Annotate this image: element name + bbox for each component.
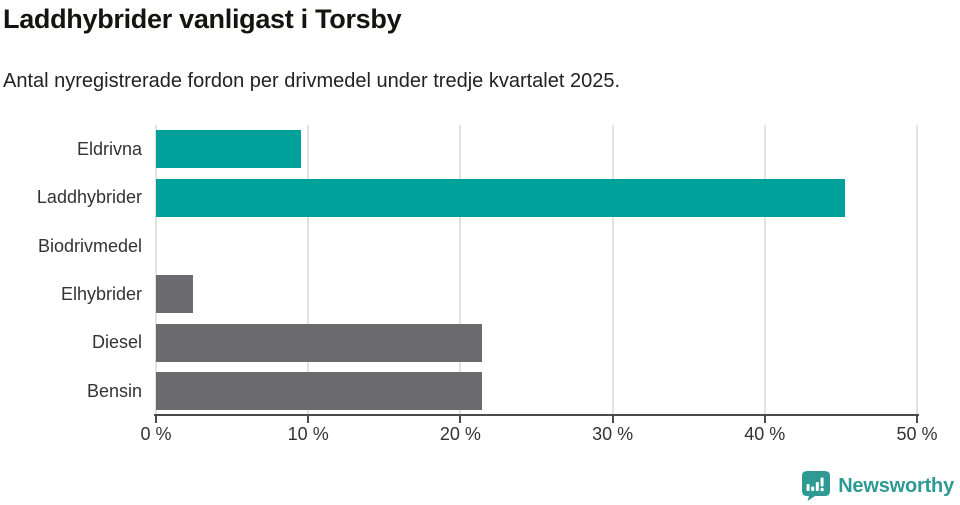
x-axis-tick-label-50: 50 % — [896, 424, 938, 444]
x-axis-tick-label-40: 40 % — [744, 424, 786, 444]
x-axis-tick-0 — [155, 416, 157, 423]
gridline-30 — [611, 125, 614, 415]
category-label-diesel: Diesel — [91, 332, 142, 353]
x-axis-tick-20 — [459, 416, 462, 423]
x-axis-tick-50 — [916, 416, 918, 423]
gridline-20 — [459, 125, 462, 415]
x-axis-tick-label-30: 30 % — [592, 424, 634, 444]
x-axis-tick-30 — [611, 416, 614, 423]
category-label-bensin: Bensin — [86, 380, 142, 401]
gridline-10 — [307, 125, 310, 415]
bar-elhybrider — [156, 275, 193, 314]
gridline-0 — [155, 125, 157, 415]
bar-diesel — [156, 323, 482, 362]
x-axis-line — [154, 414, 919, 416]
category-label-eldrivna: Eldrivna — [76, 139, 142, 159]
bar-eldrivna — [156, 130, 301, 169]
newsworthy-logo-text: Newsworthy — [838, 474, 954, 497]
bar-bensin — [156, 371, 482, 410]
chart-title: Laddhybrider vanligast i Torsby — [3, 4, 402, 34]
x-axis-tick-label-0: 0 % — [140, 424, 172, 444]
x-axis-tick-label-10: 10 % — [287, 424, 329, 444]
category-label-biodrivmedel: Biodrivmedel — [37, 235, 142, 256]
x-axis-tick-label-20: 20 % — [439, 424, 481, 444]
chart-subtitle: Antal nyregistrerade fordon per drivmede… — [3, 70, 621, 92]
gridline-40 — [763, 125, 766, 415]
newsworthy-logo: Newsworthy — [802, 471, 954, 501]
bar-laddhybrider — [156, 178, 846, 217]
category-label-laddhybrider: Laddhybrider — [36, 187, 142, 208]
bar-chart-speech-bubble-icon — [802, 471, 831, 501]
gridline-50 — [916, 125, 918, 415]
x-axis-tick-40 — [763, 416, 766, 423]
category-label-elhybrider: Elhybrider — [60, 284, 142, 304]
x-axis-tick-10 — [307, 416, 310, 423]
